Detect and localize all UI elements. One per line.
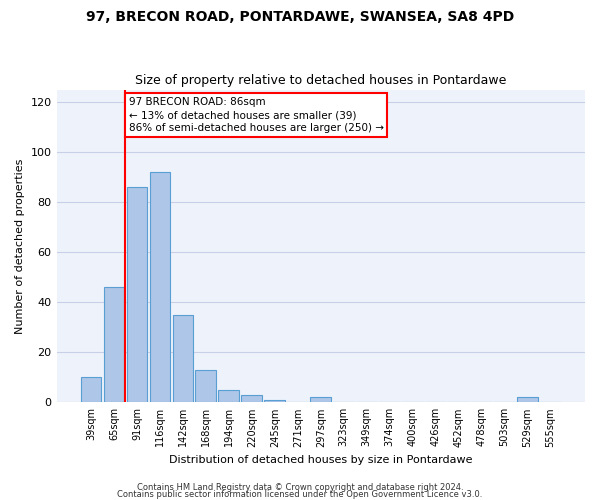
- Bar: [173, 314, 193, 402]
- Text: Contains public sector information licensed under the Open Government Licence v3: Contains public sector information licen…: [118, 490, 482, 499]
- Bar: [149, 172, 170, 402]
- X-axis label: Distribution of detached houses by size in Pontardawe: Distribution of detached houses by size …: [169, 455, 473, 465]
- Y-axis label: Number of detached properties: Number of detached properties: [15, 158, 25, 334]
- Title: Size of property relative to detached houses in Pontardawe: Size of property relative to detached ho…: [135, 74, 506, 87]
- Bar: [241, 395, 262, 402]
- Text: 97, BRECON ROAD, PONTARDAWE, SWANSEA, SA8 4PD: 97, BRECON ROAD, PONTARDAWE, SWANSEA, SA…: [86, 10, 514, 24]
- Bar: [104, 287, 124, 403]
- Bar: [127, 187, 147, 402]
- Bar: [310, 398, 331, 402]
- Text: Contains HM Land Registry data © Crown copyright and database right 2024.: Contains HM Land Registry data © Crown c…: [137, 484, 463, 492]
- Bar: [265, 400, 285, 402]
- Text: 97 BRECON ROAD: 86sqm
← 13% of detached houses are smaller (39)
86% of semi-deta: 97 BRECON ROAD: 86sqm ← 13% of detached …: [129, 97, 384, 134]
- Bar: [517, 398, 538, 402]
- Bar: [80, 378, 101, 402]
- Bar: [196, 370, 216, 402]
- Bar: [218, 390, 239, 402]
